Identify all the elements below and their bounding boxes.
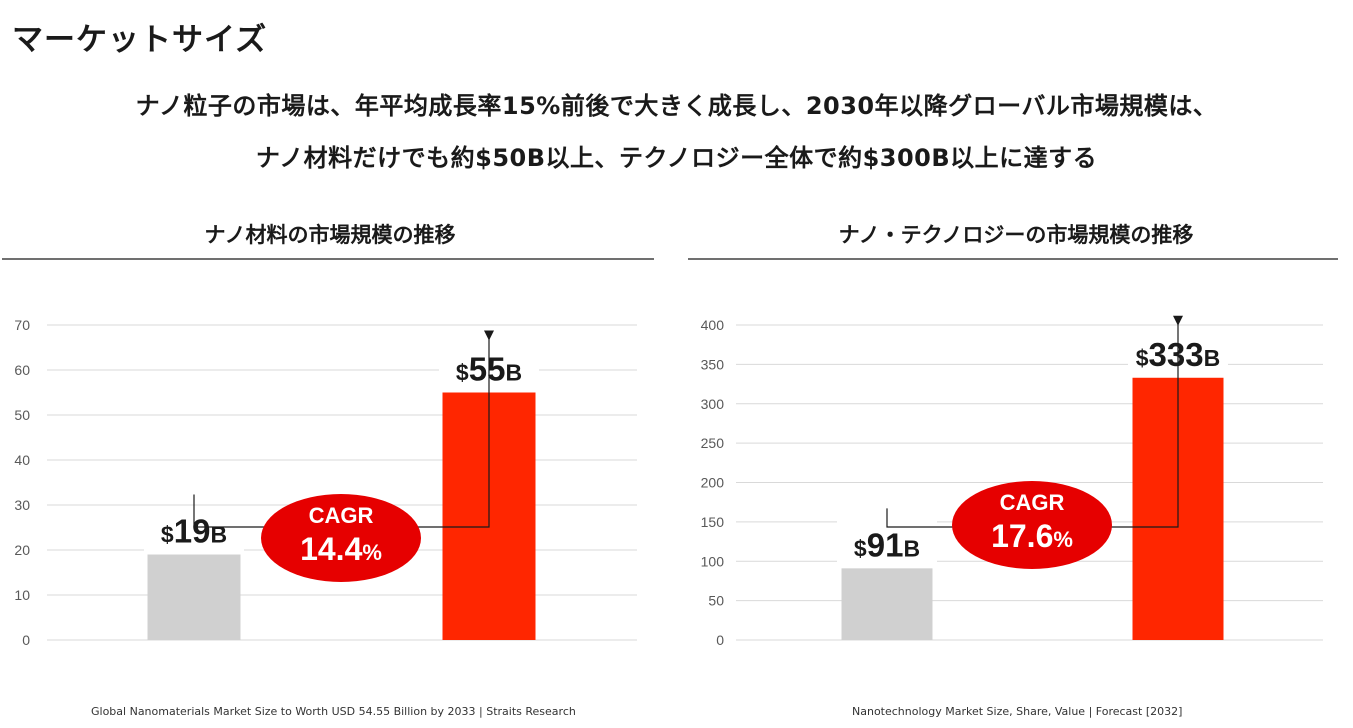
- nanotechnology-bar-chart: 05010015020025030035040020242032$91B$333…: [688, 258, 1338, 648]
- y-tick-label: 30: [14, 497, 30, 513]
- y-tick-label: 50: [14, 407, 30, 423]
- cagr-bubble: [261, 494, 421, 582]
- bar: [147, 554, 241, 640]
- bar-value-label: $91B: [854, 526, 920, 563]
- page-title: マーケットサイズ: [12, 22, 268, 58]
- y-tick-label: 0: [716, 632, 724, 648]
- y-tick-label: 10: [14, 587, 30, 603]
- cagr-value: 17.6%: [991, 518, 1073, 554]
- bar: [841, 568, 933, 640]
- arrow-head-icon: [1173, 315, 1183, 326]
- y-tick-label: 350: [701, 356, 725, 372]
- arrow-head-icon: [484, 330, 494, 341]
- cagr-bubble: [952, 481, 1112, 569]
- y-tick-label: 0: [22, 632, 30, 648]
- y-tick-label: 250: [701, 435, 725, 451]
- y-tick-label: 60: [14, 362, 30, 378]
- y-tick-label: 100: [701, 553, 725, 569]
- source-citation: Nanotechnology Market Size, Share, Value…: [852, 705, 1183, 718]
- nanomaterials-chart-panel: ナノ材料の市場規模の推移 01020304050607020252033$19B…: [0, 215, 660, 655]
- value-label-backing: [837, 520, 937, 565]
- y-tick-label: 200: [701, 475, 725, 491]
- cagr-value: 14.4%: [300, 531, 382, 567]
- bar-value-label: $19B: [161, 513, 227, 550]
- y-tick-label: 300: [701, 396, 725, 412]
- nanotechnology-chart-panel: ナノ・テクノロジーの市場規模の推移 0 50 100 150 200 250 300 350 4…: [686, 215, 1346, 655]
- y-tick-label: 40: [14, 452, 30, 468]
- chart-title: ナノ・テクノロジーの市場規模の推移: [838, 223, 1194, 247]
- bar-value-label: $55B: [456, 351, 522, 388]
- chart-title: ナノ材料の市場規模の推移: [204, 223, 456, 247]
- y-tick-label: 70: [14, 317, 30, 333]
- source-citation: Global Nanomaterials Market Size to Wort…: [91, 705, 576, 718]
- bar-value-label: $333B: [1136, 336, 1220, 373]
- y-tick-label: 400: [701, 317, 725, 333]
- subtitle-line-2: ナノ材料だけでも約$50B以上、テクノロジー全体で約$300B以上に達する: [255, 144, 1098, 172]
- y-tick-label: 150: [701, 514, 725, 530]
- cagr-label: CAGR: [1000, 490, 1065, 515]
- y-tick-label: 50: [708, 593, 724, 609]
- y-tick-label: 20: [14, 542, 30, 558]
- cagr-label: CAGR: [309, 503, 374, 528]
- subtitle-line-1: ナノ粒子の市場は、年平均成長率15%前後で大きく成長し、2030年以降グローバル…: [135, 92, 1218, 120]
